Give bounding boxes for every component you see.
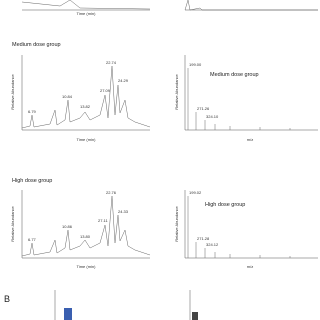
bar (64, 308, 72, 320)
peak-label: 22.74 (106, 60, 117, 65)
group-label: High dose group (12, 178, 52, 184)
group-label: High dose group (205, 202, 245, 208)
peak-label: 27.11 (98, 218, 108, 223)
peak-label: 6.79 (28, 109, 37, 114)
peak-label: 324.12 (206, 242, 219, 247)
axis-label: Relative Abundance (174, 73, 179, 109)
peak-label: 199.00 (189, 62, 202, 67)
axis-label: Time (min) (77, 137, 97, 142)
peak-label: 24.33 (118, 209, 129, 214)
peak-label: 271.28 (197, 236, 210, 241)
peak-label: 13.82 (80, 104, 91, 109)
peak-label: 324.10 (206, 114, 219, 119)
bar (192, 312, 198, 320)
group-label: Medium dose group (12, 42, 61, 48)
axis-label: Relative Abundance (10, 73, 15, 109)
peak-label: 10.86 (62, 224, 73, 229)
peak-label: 6.77 (28, 237, 37, 242)
trace (21, 65, 151, 129)
peak-label: 13.80 (80, 234, 91, 239)
peak-label: 271.26 (197, 106, 210, 111)
axis-label: Relative Abundance (174, 205, 179, 241)
axis-label: m/z (247, 137, 253, 142)
axis-label: m/z (247, 264, 253, 269)
group-label: Medium dose group (210, 72, 259, 78)
peak-label: 24.29 (118, 78, 129, 83)
peak-label: 22.76 (106, 190, 117, 195)
panel-label: B (4, 294, 10, 304)
peak-label: 10.84 (62, 94, 73, 99)
trace (187, 68, 291, 130)
axis-label: Time (min) (77, 11, 97, 16)
axis-label: Relative Abundance (10, 205, 15, 241)
axis-label: Time (min) (77, 264, 97, 269)
trace (21, 0, 151, 10)
peak-label: 199.02 (189, 190, 202, 195)
trace (187, 196, 291, 258)
trace (184, 0, 318, 11)
peak-label: 27.09 (100, 88, 111, 93)
trace (21, 195, 151, 257)
